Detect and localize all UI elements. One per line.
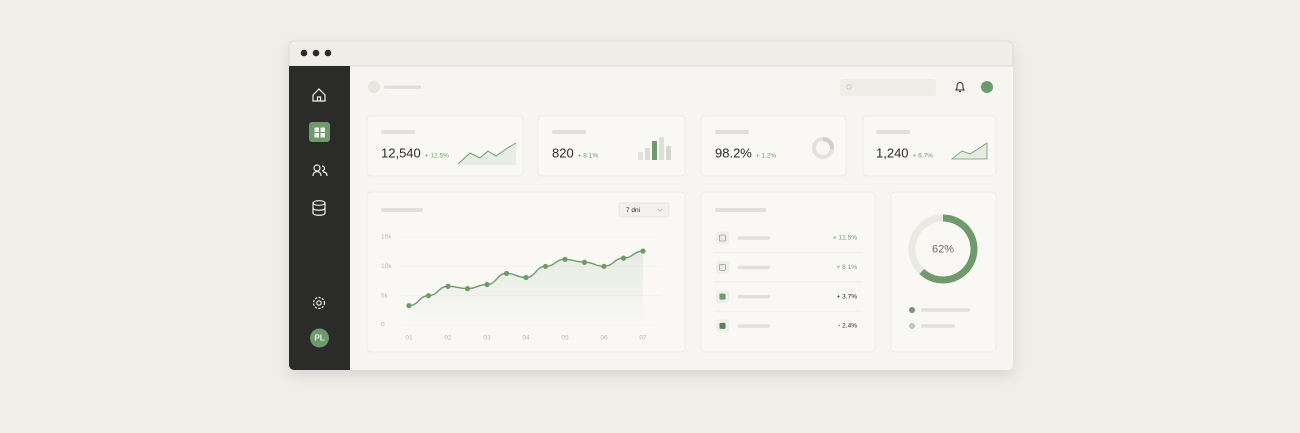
x-tick-label: 06 xyxy=(600,335,608,342)
sparkline xyxy=(457,142,517,165)
data-point xyxy=(562,256,568,262)
kpi-change: + 12.5% xyxy=(425,153,449,160)
data-point xyxy=(523,274,529,281)
breadcrumb xyxy=(384,85,421,89)
x-tick-label: 04 xyxy=(522,335,530,342)
window-dot[interactable] xyxy=(300,49,308,57)
item-label xyxy=(738,324,770,328)
item-change: + 8.1% xyxy=(837,264,858,271)
list-card: + 12.5% + 8.1% + 3.7% - 2.4% xyxy=(700,191,876,353)
item-glyph xyxy=(719,263,726,271)
kpi-label xyxy=(876,130,910,134)
legend-text xyxy=(921,308,970,312)
legend-dot xyxy=(909,307,915,313)
data-point xyxy=(406,303,412,309)
item-glyph xyxy=(719,234,726,242)
y-tick-label: 5k xyxy=(381,292,389,299)
line-area xyxy=(409,251,643,325)
data-point xyxy=(425,293,432,299)
legend-dot xyxy=(909,323,915,329)
data-point xyxy=(484,281,490,288)
card-title xyxy=(381,208,423,212)
breadcrumb-icon xyxy=(368,81,380,93)
avatar[interactable] xyxy=(310,328,329,348)
kpi-label xyxy=(381,130,415,134)
search-icon xyxy=(846,84,852,90)
item-change: - 2.4% xyxy=(838,323,857,330)
y-tick-label: 10k xyxy=(381,263,392,270)
user-dot[interactable] xyxy=(981,81,993,93)
data-point xyxy=(601,263,607,269)
data-point xyxy=(464,286,471,292)
item-change: + 12.5% xyxy=(833,235,857,242)
kpi-label xyxy=(552,130,586,134)
item-glyph xyxy=(719,293,726,300)
search-box[interactable] xyxy=(840,79,936,96)
card-title xyxy=(715,208,766,212)
card xyxy=(700,191,876,353)
dashboard-icon[interactable] xyxy=(309,122,330,142)
y-tick-label: 0 xyxy=(381,322,385,329)
window-dot[interactable] xyxy=(312,49,320,57)
sidebar: PL xyxy=(289,66,350,370)
data-point xyxy=(640,248,646,254)
line-chart-card: 7 dni 0 5k 10k 15k 01 02 03 04 05 06 07 xyxy=(366,191,686,353)
kpi-change: + 6.7% xyxy=(913,153,934,160)
data-point xyxy=(445,283,451,289)
home-icon[interactable] xyxy=(312,88,326,102)
data-point xyxy=(503,270,510,276)
x-tick-label: 01 xyxy=(405,335,413,342)
x-tick-label: 02 xyxy=(444,335,452,342)
donut-card: 62% xyxy=(890,191,997,353)
avatar-initials: PL xyxy=(314,334,324,343)
data-point xyxy=(542,263,549,269)
sidebar-bg xyxy=(289,66,350,370)
donut-arc xyxy=(919,214,978,284)
data-point xyxy=(581,259,588,265)
sparkline-area xyxy=(458,143,516,165)
mini-bars xyxy=(638,137,671,160)
y-tick-label: 15k xyxy=(381,234,392,241)
data-point xyxy=(620,255,627,261)
kpi-change: + 8.1% xyxy=(578,153,599,160)
kpi-value: 1,240 xyxy=(876,145,909,160)
item-label xyxy=(738,294,770,299)
item-glyph xyxy=(719,322,726,329)
mini-area xyxy=(950,142,988,160)
x-tick-label: 03 xyxy=(483,335,491,342)
bell-icon[interactable] xyxy=(955,82,965,92)
chevron xyxy=(657,208,663,212)
header xyxy=(368,79,993,96)
item-change: + 3.7% xyxy=(837,293,858,300)
kpi-change: + 1.2% xyxy=(756,153,777,160)
range-label: 7 dni xyxy=(626,207,640,214)
grid-glyph xyxy=(314,127,325,138)
kpi-value: 12,540 xyxy=(381,145,421,160)
users-icon[interactable] xyxy=(312,164,328,177)
range-dropdown[interactable] xyxy=(618,202,670,218)
donut-label: 62% xyxy=(932,243,954,255)
kpi-value: 820 xyxy=(552,145,574,160)
title-bar xyxy=(288,40,1014,67)
window-dot[interactable] xyxy=(324,49,332,57)
kpi-row: 12,540 + 12.5% 820 + 8.1% 98.2% + 1.2% 1,240 + … xyxy=(366,115,997,177)
legend-text xyxy=(921,324,955,328)
settings-icon[interactable] xyxy=(312,296,326,310)
x-tick-label: 05 xyxy=(561,335,569,342)
x-tick-label: 07 xyxy=(639,335,647,342)
item-label xyxy=(738,236,770,240)
mini-ring-arc xyxy=(822,136,835,150)
database-icon[interactable] xyxy=(312,200,326,216)
item-label xyxy=(738,265,770,270)
kpi-value: 98.2% xyxy=(715,145,752,160)
kpi-label xyxy=(715,130,749,134)
